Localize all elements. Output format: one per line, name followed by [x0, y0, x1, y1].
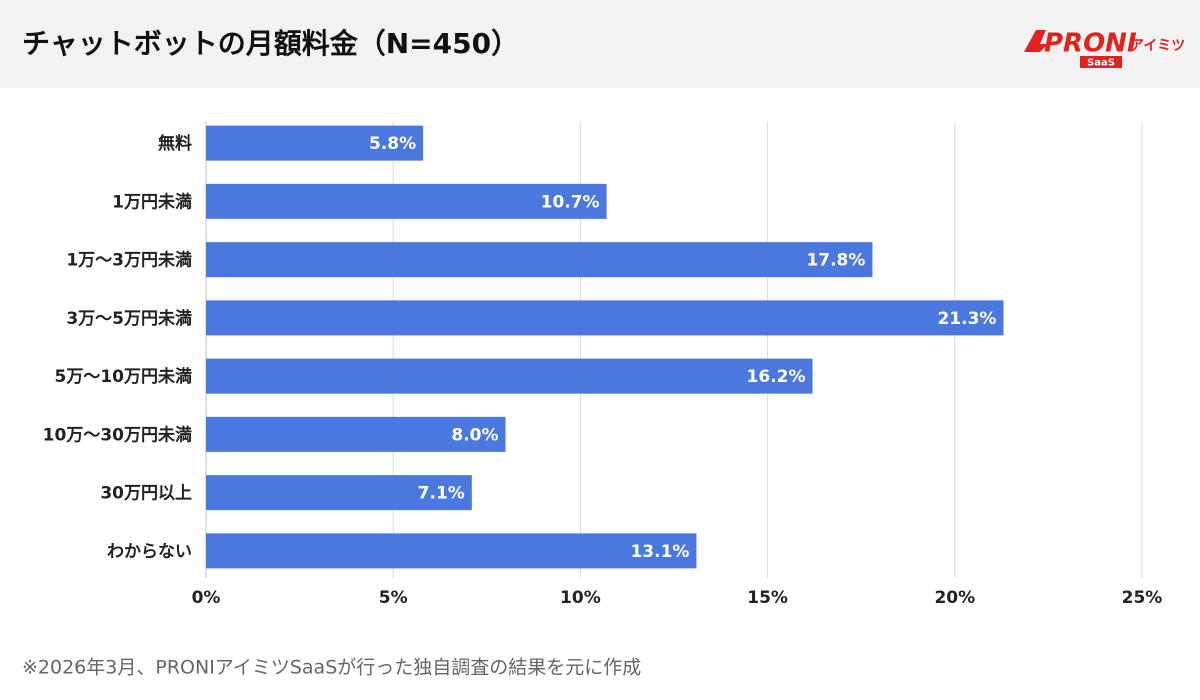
value-label: 13.1%: [630, 542, 689, 562]
y-tick-label: 1万〜3万円未満: [66, 250, 192, 271]
header-band: [0, 0, 1200, 88]
value-label: 16.2%: [747, 367, 806, 387]
x-tick-label: 25%: [1122, 588, 1163, 608]
x-tick-label: 20%: [934, 588, 975, 608]
chart-title: チャットボットの月額料金（N=450）: [22, 27, 519, 60]
bar: [206, 300, 1004, 336]
y-tick-label: 30万円以上: [100, 484, 192, 504]
y-tick-label: 1万円未満: [112, 191, 192, 212]
bar: [206, 416, 506, 452]
bar: [206, 533, 697, 569]
bar: [206, 183, 607, 219]
bar: [206, 475, 472, 511]
y-tick-label: 3万〜5万円未満: [66, 308, 192, 329]
value-label: 8.0%: [451, 425, 498, 445]
y-tick-label: わからない: [107, 542, 192, 562]
bar: [206, 242, 873, 278]
value-label: 21.3%: [937, 309, 996, 329]
value-label: 5.8%: [369, 134, 416, 154]
x-tick-label: 15%: [747, 588, 788, 608]
bar: [206, 125, 424, 161]
source-note: ※2026年3月、PRONIアイミツSaaSが行った独自調査の結果を元に作成: [22, 657, 641, 679]
logo-suffix: アイミツ: [1130, 38, 1185, 54]
value-label: 7.1%: [418, 484, 465, 504]
x-tick-label: 0%: [192, 588, 221, 608]
logo-brand: PRONI: [1044, 29, 1137, 59]
logo-badge-bg: [1080, 56, 1122, 68]
bar: [206, 358, 813, 394]
y-tick-label: 10万〜30万円未満: [43, 424, 192, 445]
x-tick-label: 10%: [560, 588, 601, 608]
logo: PRONI アイミツ SaaS: [1024, 29, 1185, 69]
logo-badge: SaaS: [1087, 58, 1115, 69]
value-label: 17.8%: [806, 251, 865, 271]
logo-icon: [1024, 30, 1048, 52]
y-tick-label: 5万〜10万円未満: [55, 366, 193, 387]
x-tick-label: 5%: [379, 588, 408, 608]
y-tick-label: 無料: [158, 133, 192, 154]
value-label: 10.7%: [541, 192, 600, 212]
